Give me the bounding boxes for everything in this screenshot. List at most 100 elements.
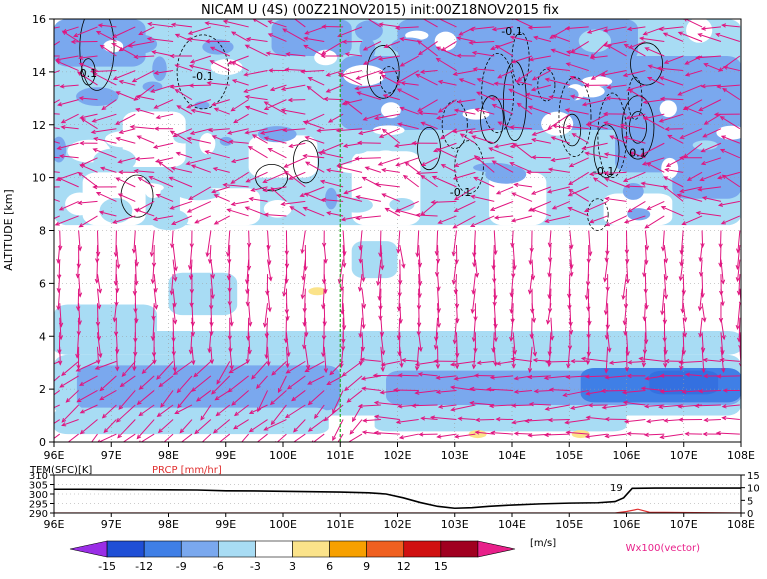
panel-x-tick-label: 98E bbox=[158, 518, 179, 531]
colorbar-swatch bbox=[181, 541, 218, 557]
panel-x-tick-label: 105E bbox=[555, 518, 583, 531]
shade-blob bbox=[325, 188, 337, 210]
wind-vector-shaft bbox=[645, 332, 646, 353]
colorbar-label: 6 bbox=[326, 560, 333, 573]
wind-vector-head bbox=[39, 412, 43, 415]
wind-vector-shaft bbox=[190, 85, 211, 86]
contour-label: -0.1 bbox=[192, 70, 213, 83]
chart-title: NICAM U (4S) (00Z21NOV2015) init:00Z18NO… bbox=[201, 3, 559, 18]
shade-blob bbox=[668, 64, 708, 80]
wind-vector-shaft bbox=[664, 303, 665, 323]
shade-blob bbox=[579, 29, 611, 52]
shade-patch bbox=[169, 273, 238, 315]
wind-vector-shaft bbox=[249, 231, 250, 247]
wind-vector-head bbox=[35, 135, 39, 138]
wind-vector-shaft bbox=[702, 274, 703, 297]
y-tick-label: 14 bbox=[32, 66, 46, 79]
wind-vector-head bbox=[44, 365, 48, 368]
colorbar-swatch bbox=[293, 541, 330, 557]
right-tick-label: 10 bbox=[747, 484, 760, 495]
wind-vector-shaft bbox=[513, 347, 514, 368]
x-tick-label: 106E bbox=[613, 449, 641, 462]
wind-vector-shaft bbox=[532, 157, 551, 158]
shade-blob bbox=[276, 148, 317, 167]
wind-vector-shaft bbox=[374, 375, 400, 376]
shade-blob bbox=[95, 174, 108, 193]
wind-vector-shaft bbox=[512, 303, 513, 322]
wind-vector-head bbox=[86, 446, 90, 450]
wind-vector-shaft bbox=[549, 420, 570, 421]
panel-x-tick-label: 108E bbox=[727, 518, 755, 531]
colorbar-label: -12 bbox=[135, 560, 153, 573]
x-tick-label: 101E bbox=[326, 449, 354, 462]
shade-blob bbox=[355, 20, 383, 41]
wind-vector-head bbox=[44, 398, 48, 402]
surface-panel: TEM(SFC)[K] PRCP [mm/hr] 19 290295300305… bbox=[29, 465, 760, 531]
panel-background bbox=[54, 475, 741, 513]
shade-blob bbox=[530, 23, 553, 41]
wind-vector-shaft bbox=[399, 375, 419, 376]
colorbar-label: 15 bbox=[434, 560, 448, 573]
panel-x-tick-label: 97E bbox=[101, 518, 122, 531]
colorbar-label: -3 bbox=[250, 560, 261, 573]
shade-patch bbox=[77, 365, 340, 410]
wind-vector-head bbox=[194, 446, 198, 450]
shade-patch bbox=[352, 241, 398, 278]
contour-label: -0.1 bbox=[501, 25, 522, 38]
wind-vector-head bbox=[42, 49, 46, 52]
wind-vector-shaft bbox=[704, 420, 721, 421]
left-tick-label: 300 bbox=[29, 490, 48, 501]
wind-vector-head bbox=[118, 442, 122, 445]
wind-vector-head bbox=[42, 185, 46, 188]
y-tick-label: 2 bbox=[39, 383, 46, 396]
contour-label: 0.1 bbox=[80, 67, 98, 80]
y-tick-label: 10 bbox=[32, 172, 46, 185]
wind-vector-head bbox=[36, 155, 40, 158]
colorbar-swatch bbox=[218, 541, 255, 557]
wind-vector-head bbox=[46, 105, 50, 108]
wind-vector-shaft bbox=[248, 318, 249, 340]
shade-blob bbox=[550, 56, 590, 77]
wind-vector-head bbox=[45, 220, 49, 223]
wind-vector-head bbox=[36, 193, 40, 196]
panel-x-tick-label: 106E bbox=[613, 518, 641, 531]
wind-vector-shaft bbox=[116, 231, 117, 257]
x-tick-label: 102E bbox=[384, 449, 412, 462]
colorbar-label: -15 bbox=[98, 560, 116, 573]
x-tick-label: 96E bbox=[44, 449, 65, 462]
wind-vector-head bbox=[237, 444, 241, 448]
shade-blob bbox=[105, 131, 143, 147]
y-tick-label: 16 bbox=[32, 13, 46, 26]
colorbar-arrow-low bbox=[70, 541, 107, 557]
x-tick-label: 105E bbox=[555, 449, 583, 462]
panel-x-tick-label: 99E bbox=[215, 518, 236, 531]
colorbar-label: -9 bbox=[176, 560, 187, 573]
x-tick-label: 98E bbox=[158, 449, 179, 462]
panel-x-tick-label: 107E bbox=[670, 518, 698, 531]
wind-vector-head bbox=[40, 429, 44, 432]
colorbar-swatch bbox=[330, 541, 367, 557]
x-tick-label: 97E bbox=[101, 449, 122, 462]
right-tick-label: 5 bbox=[747, 496, 753, 507]
colorbar-arrow-high bbox=[478, 541, 515, 557]
wind-vector-shaft bbox=[627, 347, 628, 371]
wind-vector-head bbox=[342, 443, 346, 446]
colorbar-label: 12 bbox=[397, 560, 411, 573]
shade-blob bbox=[152, 56, 167, 81]
shade-blob bbox=[661, 158, 678, 179]
right-tick-label: 15 bbox=[747, 471, 760, 482]
shade-blob bbox=[623, 183, 644, 200]
wind-vector-shaft bbox=[400, 260, 401, 284]
wind-vector-shaft bbox=[116, 260, 117, 285]
x-tick-label: 100E bbox=[269, 449, 297, 462]
wind-vector-shaft bbox=[60, 231, 61, 250]
panel-x-tick-label: 103E bbox=[441, 518, 469, 531]
wind-vector-head bbox=[40, 29, 44, 32]
wind-vector-shaft bbox=[135, 274, 136, 295]
left-tick-label: 295 bbox=[29, 500, 48, 511]
y-tick-label: 6 bbox=[39, 277, 46, 290]
